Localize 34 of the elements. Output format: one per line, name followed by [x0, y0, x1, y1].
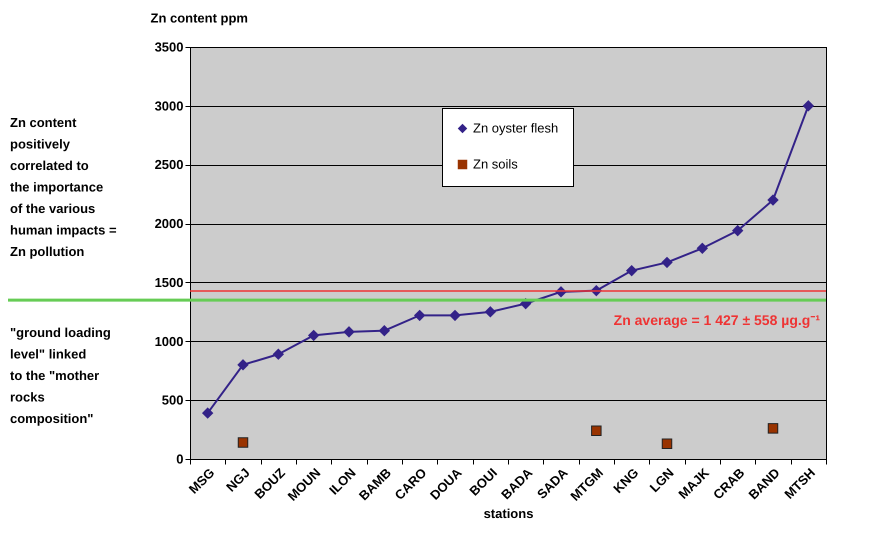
y-tick-label: 3000 [154, 98, 184, 114]
point [308, 330, 320, 342]
point [767, 194, 779, 206]
point [802, 100, 814, 112]
point [343, 326, 355, 338]
point [202, 407, 214, 419]
point [696, 242, 708, 254]
text: Zn content positively correlated to the importance of the various human impacts = Zn pollution [10, 115, 117, 259]
point [272, 348, 284, 360]
y-tick-label: 1500 [154, 274, 184, 290]
y-axis-title: Zn content ppm [150, 10, 248, 26]
point [484, 306, 496, 318]
point [378, 324, 390, 336]
point [662, 438, 672, 449]
legend-label: Zn oyster flesh [473, 120, 558, 136]
point [237, 359, 249, 371]
x-axis-title: stations [484, 506, 534, 521]
y-tick-label: 1000 [154, 334, 184, 349]
y-tick-label: 500 [162, 392, 184, 408]
point [661, 256, 673, 268]
y-tick-label: 0 [176, 452, 184, 466]
y-tick-label: 2000 [154, 216, 184, 232]
point [768, 423, 778, 434]
text: "ground loading level" linked to the "mother rocks composition" [10, 325, 111, 426]
point [591, 426, 602, 436]
point [626, 264, 638, 276]
point [238, 437, 248, 448]
point [732, 224, 744, 236]
y-tick-label: 3500 [154, 40, 184, 54]
ref-line-label: Zn average = 1 427 ± 558 µg.g⁻¹ [614, 312, 820, 328]
point [449, 310, 461, 322]
point [414, 310, 426, 322]
y-tick-label: 2500 [154, 157, 184, 172]
legend-label: Zn soils [473, 156, 518, 172]
